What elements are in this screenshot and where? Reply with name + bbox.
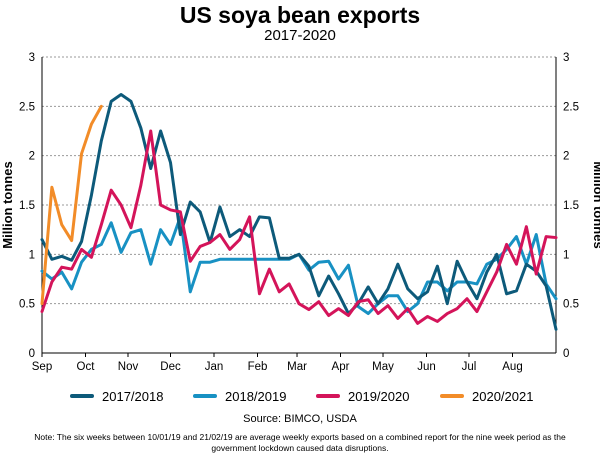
source-text: Source: BIMCO, USDA [243, 413, 357, 425]
footnote: Note: The six weeks between 10/01/19 and… [34, 432, 566, 453]
tick-labels: 0 0 0.5 0.5 1 1 1.5 1.5 2 2 2.5 2.5 3 3 Sep Oct Nov Dec Ja… [19, 52, 579, 373]
y-tick-label-left: 0 [29, 348, 35, 360]
x-tick-label: Mar [287, 361, 307, 373]
series-line-2019-2020 [40, 129, 558, 325]
chart-subtitle: 2017-2020 [264, 27, 336, 44]
legend-swatch [440, 394, 464, 398]
legend-label: 2020/2021 [472, 388, 534, 404]
chart-title: US soya bean exports [179, 2, 421, 28]
y-tick-label-left: 0.5 [19, 299, 35, 311]
legend-item: 2017/2018 [70, 387, 163, 405]
legend-item: 2019/2020 [316, 387, 409, 405]
legend-swatch [70, 394, 94, 398]
x-tick-label: Oct [77, 361, 96, 373]
series-line-2018-2019 [40, 215, 558, 316]
y-tick-label-right: 1.5 [563, 200, 579, 212]
x-tick-label: May [372, 361, 394, 373]
y-tick-label-left: 2.5 [19, 101, 35, 113]
y-tick-label-right: 3 [563, 52, 569, 64]
y-tick-label-left: 1.5 [19, 200, 35, 212]
y-tick-label-right: 2 [563, 151, 569, 163]
series-line-2017-2018 [40, 92, 558, 331]
legend-swatch [316, 394, 340, 398]
x-tick-label: Jan [205, 361, 224, 373]
x-tick-label: Jul [462, 361, 477, 373]
x-tick-label: Jun [417, 361, 436, 373]
x-tick-label: Nov [118, 361, 139, 373]
y-axis-title-left: Million tonnes [0, 161, 15, 248]
axes [41, 57, 557, 357]
y-tick-label-right: 0 [563, 348, 569, 360]
legend-swatch [193, 394, 217, 398]
x-tick-label: Sep [32, 361, 52, 373]
legend-item: 2020/2021 [440, 387, 533, 405]
gridlines [42, 56, 556, 305]
legend-item: 2018/2019 [193, 387, 286, 405]
y-tick-label-left: 3 [29, 52, 35, 64]
x-tick-label: Apr [332, 361, 350, 373]
y-axis-title-right: Million tonnes [591, 161, 600, 248]
y-tick-label-right: 0.5 [563, 299, 579, 311]
y-tick-label-right: 1 [563, 249, 569, 261]
series-lines [40, 92, 558, 331]
legend-label: 2018/2019 [225, 388, 287, 404]
legend-label: 2017/2018 [102, 388, 164, 404]
y-tick-label-right: 2.5 [563, 101, 579, 113]
y-tick-label-left: 1 [29, 249, 35, 261]
x-tick-label: Aug [502, 361, 522, 373]
legend-label: 2019/2020 [348, 388, 410, 404]
y-tick-label-left: 2 [29, 151, 35, 163]
legend: 2017/2018 2018/2019 2019/2020 2020/2021 [0, 387, 600, 405]
series-line-2020-2021 [40, 104, 103, 306]
line-chart: 0 0 0.5 0.5 1 1 1.5 1.5 2 2 2.5 2.5 3 3 Sep Oct Nov Dec Ja… [0, 52, 600, 373]
x-tick-label: Feb [248, 361, 268, 373]
x-tick-label: Dec [160, 361, 181, 373]
